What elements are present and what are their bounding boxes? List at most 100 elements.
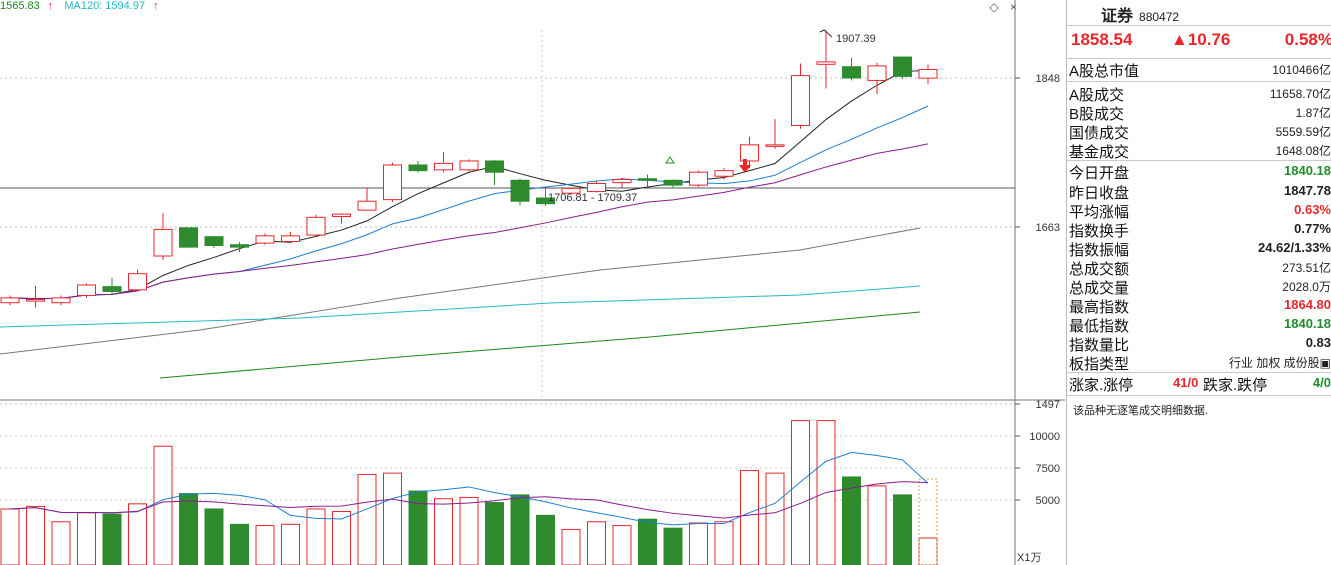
up-count-label: 涨家.涨停 [1069, 377, 1134, 394]
info-row-label: 总成交量 [1069, 280, 1130, 297]
info-row-value: 0.83 [1305, 335, 1331, 350]
ma10-line [9, 105, 929, 300]
candle-body [204, 236, 224, 247]
info-row-label: B股成交 [1069, 106, 1125, 123]
info-row-value: 1864.80 [1284, 297, 1331, 312]
info-row-label: 指数量比 [1069, 337, 1130, 354]
info-row-label: 今日开盘 [1069, 165, 1130, 182]
info-row-value: 1840.18 [1284, 163, 1331, 178]
candle-body [383, 164, 402, 201]
info-row: 最高指数 1864.80 [1069, 296, 1331, 316]
chart-toolbar: ◇ × [989, 0, 1017, 14]
info-row-value: 273.51亿 [1282, 261, 1331, 275]
volume-bar [663, 527, 683, 565]
index-title: 证券 880472 [1101, 2, 1179, 26]
info-row: 昨日收盘 1847.78 [1069, 182, 1331, 202]
volume-bar [612, 525, 632, 565]
index-name: 证券 [1101, 8, 1134, 25]
info-row-value: 0.63% [1294, 202, 1331, 217]
price-axis-label: 1848 [1036, 73, 1060, 85]
candle-body [536, 197, 555, 205]
info-row-label: 最高指数 [1069, 299, 1130, 316]
volume-ma10-line [9, 481, 929, 519]
volume-axis-label: 7500 [1036, 463, 1060, 475]
candle-body [893, 56, 912, 77]
limit-row: 涨家.涨停 41/0 跌家.跌停 4/0 [1069, 374, 1331, 394]
high-annotation-pointer [819, 29, 833, 38]
info-row-value: 0.77% [1294, 221, 1331, 236]
diamond-icon[interactable]: ◇ [989, 0, 999, 14]
info-row: 总成交量 2028.0万 [1069, 277, 1331, 297]
candlestick-svg[interactable]: 1848 1663 1497 10000 7500 5000 X1万 1907.39 1706.… [0, 0, 1065, 565]
ma120-line [0, 285, 921, 328]
volume-bar [918, 537, 938, 565]
candle-body [26, 298, 45, 302]
candle-body [791, 75, 810, 127]
info-row-label: A股成交 [1069, 87, 1125, 104]
volume-bar [332, 511, 351, 565]
candle-body [842, 66, 861, 79]
quote-row: 1858.54 ▲10.76 0.58% [1071, 30, 1331, 52]
volume-bar [102, 513, 122, 565]
info-row-value: 2028.0万 [1282, 280, 1331, 294]
volume-bar [587, 521, 606, 565]
candle-body [306, 216, 326, 236]
volume-bar [26, 505, 45, 565]
candle-body [0, 297, 20, 304]
volume-bar [128, 503, 147, 565]
up-count-value: 41/0 [1173, 375, 1199, 390]
info-row: 最低指数 1840.18 [1069, 315, 1331, 335]
info-row-label: 平均涨幅 [1069, 204, 1130, 221]
ma20-line [9, 143, 929, 300]
info-row: 指数换手 0.77% [1069, 220, 1331, 240]
volume-bar [791, 420, 810, 565]
info-row: 今日开盘 1840.18 [1069, 162, 1331, 182]
volume-bar [77, 512, 96, 565]
kline-chart-area[interactable]: 1565.83 ↑ MA120: 1594.97 ↑ ◇ × 1848 1663 149… [0, 0, 1065, 565]
info-row-label: 指数换手 [1069, 223, 1130, 240]
volume-ma5-line [9, 451, 929, 526]
up-arrow-icon [739, 159, 751, 173]
candle-body [408, 164, 428, 172]
candle-body [714, 170, 734, 177]
candle-body [179, 227, 198, 248]
volume-bar [459, 496, 479, 565]
info-row-label: 指数振幅 [1069, 242, 1130, 259]
candle-body [867, 65, 887, 81]
ma120-value: MA120: 1594.97 ↑ [64, 0, 159, 12]
volume-bar [765, 472, 785, 565]
info-row: B股成交 1.87亿 [1069, 103, 1331, 123]
volume-bar [510, 494, 530, 565]
info-row-label: 板指类型 [1069, 356, 1130, 373]
candle-body [587, 183, 606, 193]
close-icon[interactable]: × [1009, 0, 1017, 14]
volume-bar [536, 514, 555, 565]
candle-body [765, 144, 785, 147]
info-row-value: 1840.18 [1284, 316, 1331, 331]
volume-bar [51, 521, 71, 565]
volume-bar [153, 445, 173, 565]
candle-body [663, 179, 683, 186]
info-row: 平均涨幅 0.63% [1069, 201, 1331, 221]
candle-body [510, 179, 530, 202]
volume-bar [357, 473, 377, 565]
info-row-value: 5559.59亿 [1275, 125, 1331, 139]
candle-body [128, 273, 147, 291]
volume-bar [383, 472, 402, 565]
candle-body [740, 144, 759, 162]
candle-body [689, 171, 708, 186]
volume-bar [867, 485, 887, 565]
price-change: ▲10.76 [1171, 30, 1231, 49]
volume-bar [255, 525, 275, 565]
volume-bar [179, 493, 198, 565]
candle-body [612, 178, 632, 184]
info-row-label: 总成交额 [1069, 261, 1130, 278]
info-row-value: 1648.08亿 [1275, 144, 1331, 158]
current-price: 1858.54 [1071, 30, 1133, 49]
info-row: 指数振幅 24.62/1.33% [1069, 239, 1331, 259]
candle-body [281, 235, 300, 242]
candle-body [816, 61, 836, 65]
candle-body [153, 228, 173, 257]
info-row-label: 最低指数 [1069, 318, 1130, 335]
info-row: A股成交 11658.70亿 [1069, 84, 1331, 104]
